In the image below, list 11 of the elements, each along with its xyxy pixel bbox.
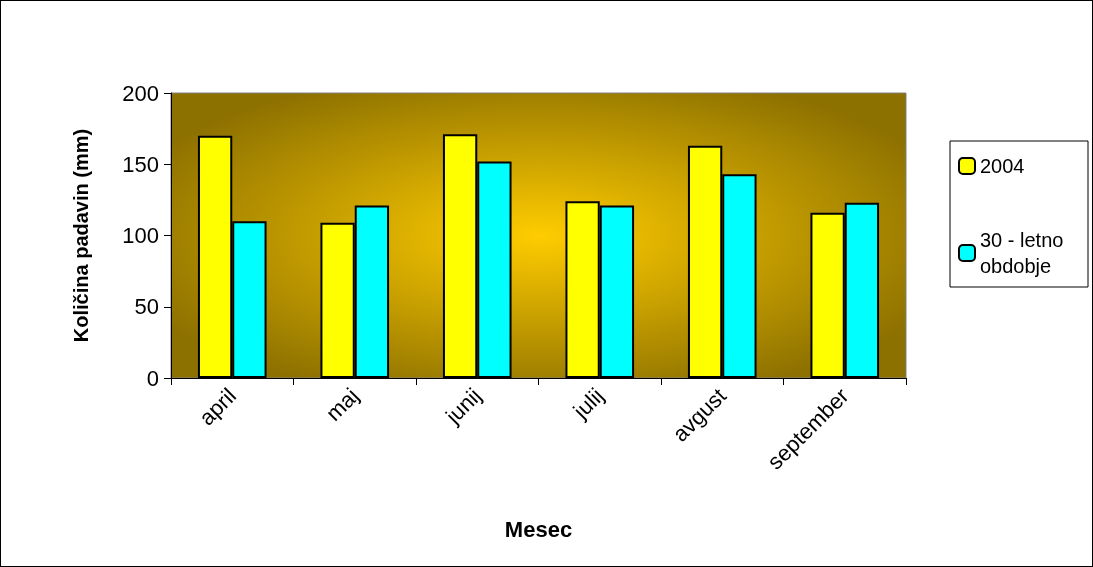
x-axis-title: Mesec (504, 516, 573, 542)
x-tick-label: maj (320, 383, 364, 426)
y-tick-label: 150 (122, 151, 159, 177)
y-axis-title: Količina padavin (mm) (70, 128, 92, 343)
x-tick-label: julij (567, 383, 609, 425)
y-tick-label: 0 (146, 365, 159, 391)
y-tick-label: 100 (122, 223, 159, 248)
legend-label: 30 - letno obdobje (980, 229, 1069, 277)
y-tick-label: 200 (122, 80, 159, 106)
legend-label: 2004 (980, 155, 1025, 177)
y-tick-label: 50 (134, 294, 159, 320)
